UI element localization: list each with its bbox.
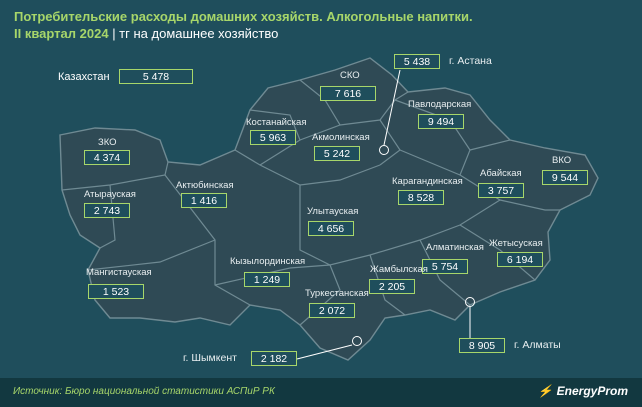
leader-lines <box>296 69 471 360</box>
kazakhstan-outline <box>59 57 599 361</box>
region-value-turkestan: 2 072 <box>309 303 355 318</box>
region-value-karaganda: 8 528 <box>398 190 444 205</box>
region-label-almaty-city: г. Алматы <box>514 339 561 351</box>
period-label: II квартал 2024 <box>14 26 109 41</box>
astana-marker-icon <box>379 145 389 155</box>
region-label-vko: ВКО <box>552 155 572 166</box>
region-label-almaty-region: Алматинская <box>426 242 484 253</box>
region-label-zko: ЗКО <box>98 137 117 148</box>
region-label-shymkent: г. Шымкент <box>183 352 237 364</box>
page-subtitle: II квартал 2024 | тг на домашнее хозяйст… <box>14 26 278 41</box>
region-value-sko: 7 616 <box>320 86 376 101</box>
region-value-pavlodar: 9 494 <box>418 114 464 129</box>
region-label-aktobe: Актюбинская <box>176 180 234 191</box>
region-label-sko: СКО <box>340 70 360 81</box>
region-value-ulytau: 4 656 <box>308 221 354 236</box>
region-value-almaty-city: 8 905 <box>459 338 505 353</box>
region-label-kyzylorda: Кызылординская <box>230 256 306 267</box>
region-value-kostanay: 5 963 <box>250 130 296 145</box>
region-value-kyzylorda: 1 249 <box>244 272 290 287</box>
unit-label: | тг на домашнее хозяйство <box>112 26 279 41</box>
country-label: Казахстан <box>58 71 110 83</box>
region-label-astana: г. Астана <box>449 55 492 67</box>
region-value-akmola: 5 242 <box>314 146 360 161</box>
almaty-marker-icon <box>465 297 475 307</box>
region-label-abai: Абайская <box>480 168 522 179</box>
region-label-karaganda: Карагандинская <box>392 176 463 187</box>
country-value: 5 478 <box>119 69 193 84</box>
region-label-zhambyl: Жамбылская <box>370 264 428 275</box>
region-label-akmola: Акмолинская <box>312 132 370 143</box>
lightning-icon: ⚡ <box>537 384 553 398</box>
region-value-vko: 9 544 <box>542 170 588 185</box>
region-label-turkestan: Туркестанская <box>305 288 369 299</box>
region-value-shymkent: 2 182 <box>251 351 297 366</box>
footer: Источник: Бюро национальной статистики А… <box>0 378 642 407</box>
region-label-zhetysu: Жетысуская <box>489 238 543 249</box>
region-value-atyrau: 2 743 <box>84 203 130 218</box>
region-value-zko: 4 374 <box>84 150 130 165</box>
kazakhstan-map <box>59 57 599 361</box>
page-title: Потребительские расходы домашних хозяйст… <box>14 9 473 24</box>
source-note: Источник: Бюро национальной статистики А… <box>13 386 275 397</box>
region-value-aktobe: 1 416 <box>181 193 227 208</box>
brand-logo: ⚡ EnergyProm <box>538 384 628 398</box>
region-value-abai: 3 757 <box>478 183 524 198</box>
region-value-almaty-region: 5 754 <box>422 259 468 274</box>
shymkent-marker-icon <box>352 336 362 346</box>
region-value-zhetysu: 6 194 <box>497 252 543 267</box>
region-label-ulytau: Улытауская <box>307 206 359 217</box>
region-label-mangistau: Мангистауская <box>86 267 152 278</box>
region-label-kostanay: Костанайская <box>246 117 307 128</box>
region-label-pavlodar: Павлодарская <box>408 99 472 110</box>
region-value-zhambyl: 2 205 <box>369 279 415 294</box>
region-value-mangistau: 1 523 <box>88 284 144 299</box>
region-value-astana: 5 438 <box>394 54 440 69</box>
region-borders <box>61 79 560 326</box>
brand-name: EnergyProm <box>556 384 628 398</box>
region-label-atyrau: Атырауская <box>84 189 136 200</box>
